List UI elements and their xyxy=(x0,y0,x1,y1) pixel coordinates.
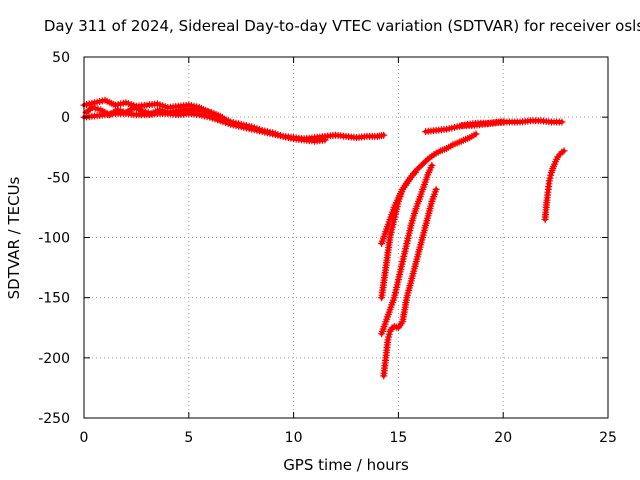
series-markers xyxy=(380,185,440,380)
series-markers xyxy=(80,110,329,145)
series-markers xyxy=(378,169,419,247)
series-markers xyxy=(82,104,226,121)
x-tick-label: 5 xyxy=(184,430,193,446)
series-track-1 xyxy=(80,96,388,143)
x-tick-label: 15 xyxy=(389,430,407,446)
y-tick-label: -50 xyxy=(47,170,70,186)
data-series xyxy=(80,96,568,380)
series-markers xyxy=(457,118,507,130)
grid xyxy=(84,57,608,418)
series-track-3 xyxy=(82,104,226,121)
x-tick-label: 25 xyxy=(599,430,617,446)
series-track-8 xyxy=(422,117,566,136)
series-track-9 xyxy=(457,118,507,130)
y-tick-label: 0 xyxy=(61,110,70,126)
series-track-2 xyxy=(80,110,329,145)
series-markers xyxy=(422,117,566,136)
y-axis-label: SDTVAR / TECUs xyxy=(5,176,23,299)
y-tick-label: 50 xyxy=(52,50,70,66)
series-track-7 xyxy=(378,169,419,247)
y-tick-label: -250 xyxy=(38,411,70,427)
series-track-5 xyxy=(380,185,440,380)
series-track-10 xyxy=(541,147,568,223)
x-tick-label: 20 xyxy=(494,430,512,446)
series-markers xyxy=(80,96,388,143)
x-axis-ticks: 0 5 10 15 20 25 xyxy=(80,57,617,446)
series-markers xyxy=(378,161,436,338)
y-tick-label: -100 xyxy=(38,231,70,247)
x-tick-label: 0 xyxy=(80,430,89,446)
y-axis-ticks: -250 -200 -150 -100 -50 0 50 xyxy=(38,50,608,427)
series-track-4 xyxy=(378,130,480,302)
y-tick-label: -200 xyxy=(38,351,70,367)
series-markers xyxy=(541,147,568,223)
x-axis-label: GPS time / hours xyxy=(283,456,409,474)
y-tick-label: -150 xyxy=(38,291,70,307)
x-tick-label: 10 xyxy=(285,430,303,446)
series-track-6 xyxy=(378,161,436,338)
chart-title: Day 311 of 2024, Sidereal Day-to-day VTE… xyxy=(44,17,640,35)
